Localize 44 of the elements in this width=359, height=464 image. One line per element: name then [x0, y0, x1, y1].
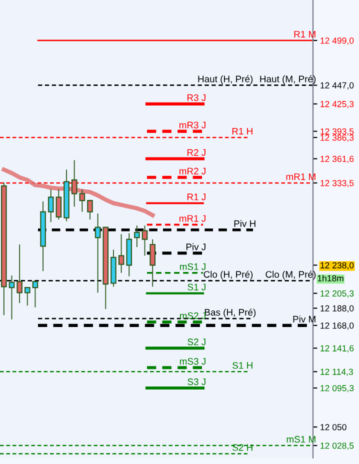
ref-line-label: R1 M: [294, 30, 316, 38]
y-tick-label: 12 205,3: [320, 290, 354, 298]
ref-line-label: S1 H: [232, 362, 252, 369]
annotation: Haut (H, Pré): [198, 75, 253, 84]
ref-line-label: mR1 M: [286, 173, 316, 180]
ref-line-label: R1 H: [232, 128, 252, 134]
ref-line-label: R2 J: [187, 149, 206, 156]
text: 1h18m: [318, 274, 344, 282]
y-tick-label: 12 238,0: [320, 262, 354, 270]
candlestick: [94, 214, 101, 293]
ref-line-label: Piv J: [186, 243, 206, 250]
y-tick-label: 12 188,0: [320, 305, 354, 312]
ref-line-label: Bas (H, Pré): [204, 308, 256, 318]
ref-line-label: R3 J: [187, 94, 206, 102]
ref-line-label: R1 J: [187, 194, 206, 200]
ref-line-label: mR3 J: [179, 122, 206, 128]
y-tick-label: 12 050: [320, 424, 346, 430]
y-tick-label: 12 393,5: [320, 128, 354, 136]
y-tick-label: 12 425,3: [320, 100, 354, 108]
y-tick-label: 12 028,5: [320, 442, 354, 450]
y-tick-label: 12 333,5: [320, 180, 354, 188]
ref-line-label: mS1 J: [180, 263, 206, 270]
y-tick-label: 12 447,0: [320, 82, 354, 90]
ref-line-label: mR1 J: [179, 215, 206, 222]
y-tick-label: 12 386,3: [320, 134, 354, 142]
ref-line-label: Piv M: [293, 316, 316, 322]
y-tick-label: 12 141,6: [320, 345, 354, 352]
ref-line-label: S1 J: [188, 284, 206, 290]
y-tick-label: 12 168,0: [320, 322, 354, 330]
ref-line-label: mS1 M: [286, 436, 316, 443]
ref-line-label: Haut (M, Pré): [260, 75, 316, 84]
ref-line-label: Piv H: [234, 220, 256, 227]
y-tick-label: 12 499,0: [320, 38, 354, 45]
y-tick-label: 12 114,3: [320, 368, 353, 376]
y-tick-label: 12 361,6: [320, 156, 354, 164]
ref-line-label: Clo (M, Pré): [266, 270, 316, 280]
ref-line-label: mS2 J: [180, 312, 206, 320]
annotation: Clo (H, Pré): [204, 270, 253, 280]
ref-line-label: mR2 J: [179, 168, 206, 174]
ref-line-label: S3 J: [188, 378, 206, 386]
line-series: [2, 168, 155, 218]
y-tick-label: 12 095,3: [320, 385, 354, 392]
ref-line-label: S2 J: [188, 338, 206, 346]
ref-line-label: mS3 J: [180, 358, 206, 365]
